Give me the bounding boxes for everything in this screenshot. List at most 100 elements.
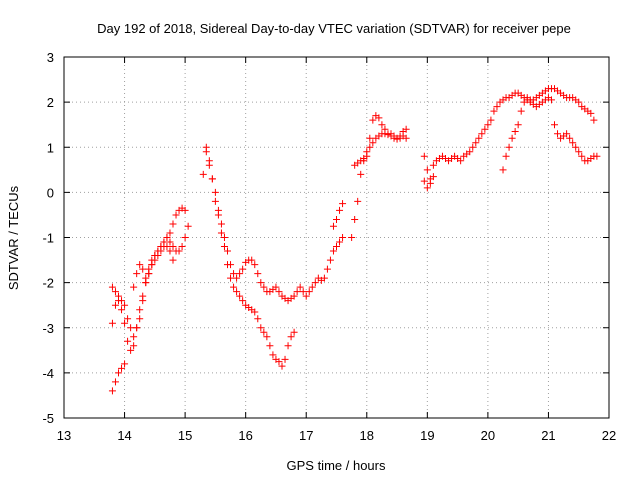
series-satellite-c <box>108 222 192 354</box>
data-point <box>236 270 244 278</box>
data-point <box>178 243 186 251</box>
data-point <box>111 288 119 296</box>
data-point <box>423 166 431 174</box>
x-tick-label: 14 <box>117 428 131 443</box>
series-satellite-l <box>499 94 601 174</box>
data-point <box>287 333 295 341</box>
data-point <box>402 125 410 133</box>
data-point <box>133 324 141 332</box>
data-point <box>305 288 313 296</box>
y-tick-label: 3 <box>47 50 54 65</box>
data-point <box>566 134 574 142</box>
axis-ticks: 13 14 15 16 17 18 19 20 21 22 -5 -4 -3 -2 -1 0 1 2 3 <box>42 50 616 443</box>
data-point <box>590 116 598 124</box>
data-point <box>308 283 316 291</box>
y-tick-label: -2 <box>42 276 54 291</box>
data-point <box>572 143 580 151</box>
data-point <box>227 261 235 269</box>
data-point <box>520 98 528 106</box>
y-tick-label: -5 <box>42 411 54 426</box>
series-satellite-k <box>420 173 437 192</box>
y-tick-label: 2 <box>47 95 54 110</box>
data-point <box>375 114 383 122</box>
data-point <box>148 261 156 269</box>
x-tick-label: 17 <box>299 428 313 443</box>
data-point <box>108 387 116 395</box>
data-point <box>563 130 571 138</box>
y-tick-label: -3 <box>42 321 54 336</box>
series-satellite-a <box>108 360 129 395</box>
data-point <box>239 297 247 305</box>
data-point <box>348 234 356 241</box>
data-point <box>130 333 138 341</box>
data-point <box>130 283 138 291</box>
y-tick-label: 0 <box>47 185 54 200</box>
x-tick-label: 22 <box>602 428 616 443</box>
data-point <box>217 229 225 237</box>
data-point <box>429 173 437 181</box>
data-point <box>136 261 144 269</box>
data-point <box>366 143 374 151</box>
data-point <box>481 125 489 133</box>
data-point <box>381 125 389 133</box>
series-satellite-g <box>329 200 347 230</box>
data-point <box>402 134 410 142</box>
series-satellite-f <box>202 143 347 305</box>
data-point <box>208 175 216 183</box>
data-point <box>339 200 347 208</box>
chart-title: Day 192 of 2018, Sidereal Day-to-day VTE… <box>97 21 571 36</box>
data-point <box>133 270 141 278</box>
data-point <box>202 143 210 151</box>
data-point <box>311 279 319 287</box>
x-tick-label: 19 <box>420 428 434 443</box>
data-point <box>369 116 377 124</box>
data-point <box>290 328 298 336</box>
data-point <box>266 342 274 350</box>
x-axis-label: GPS time / hours <box>287 458 386 473</box>
data-point <box>587 109 595 117</box>
x-tick-label: 13 <box>57 428 71 443</box>
data-point <box>469 143 477 151</box>
data-point <box>199 170 207 178</box>
series-satellite-i <box>351 112 410 169</box>
data-point <box>484 121 492 129</box>
data-point <box>333 215 340 223</box>
data-point <box>299 288 307 296</box>
data-point <box>526 96 534 104</box>
data-point <box>124 337 132 345</box>
data-point <box>254 315 262 323</box>
data-point <box>124 315 132 323</box>
data-point <box>230 270 238 278</box>
data-point <box>254 270 262 278</box>
data-point <box>233 288 241 296</box>
data-point <box>278 362 286 370</box>
data-point <box>181 234 189 241</box>
data-point <box>239 265 247 273</box>
data-point <box>127 346 135 354</box>
data-point <box>130 342 138 350</box>
data-point <box>514 121 522 129</box>
x-tick-label: 15 <box>178 428 192 443</box>
data-point <box>214 206 222 214</box>
data-point <box>517 107 525 115</box>
data-point <box>554 130 562 138</box>
data-point <box>257 324 265 332</box>
data-point <box>547 96 555 104</box>
data-point <box>457 157 465 165</box>
data-point <box>115 297 122 305</box>
data-point <box>172 211 180 219</box>
data-point <box>475 134 483 142</box>
x-tick-label: 20 <box>481 428 495 443</box>
data-point <box>154 252 162 260</box>
data-point <box>323 265 331 273</box>
data-point <box>281 355 289 363</box>
data-point <box>145 270 153 278</box>
data-point <box>136 306 144 314</box>
data-point <box>336 238 344 246</box>
data-point <box>175 247 183 255</box>
data-point <box>354 197 362 205</box>
data-point <box>429 161 437 169</box>
data-point <box>251 308 259 316</box>
data-point <box>302 292 310 300</box>
